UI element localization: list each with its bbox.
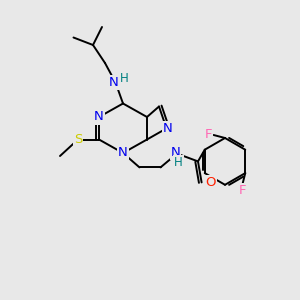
Text: O: O xyxy=(205,176,216,189)
Text: N: N xyxy=(171,146,180,159)
Text: H: H xyxy=(120,72,129,86)
Text: N: N xyxy=(94,110,104,124)
Text: N: N xyxy=(109,76,119,89)
Text: N: N xyxy=(163,122,173,135)
Text: F: F xyxy=(205,128,212,142)
Text: F: F xyxy=(238,184,246,197)
Text: N: N xyxy=(118,146,128,160)
Text: H: H xyxy=(174,155,183,169)
Text: S: S xyxy=(74,133,82,146)
